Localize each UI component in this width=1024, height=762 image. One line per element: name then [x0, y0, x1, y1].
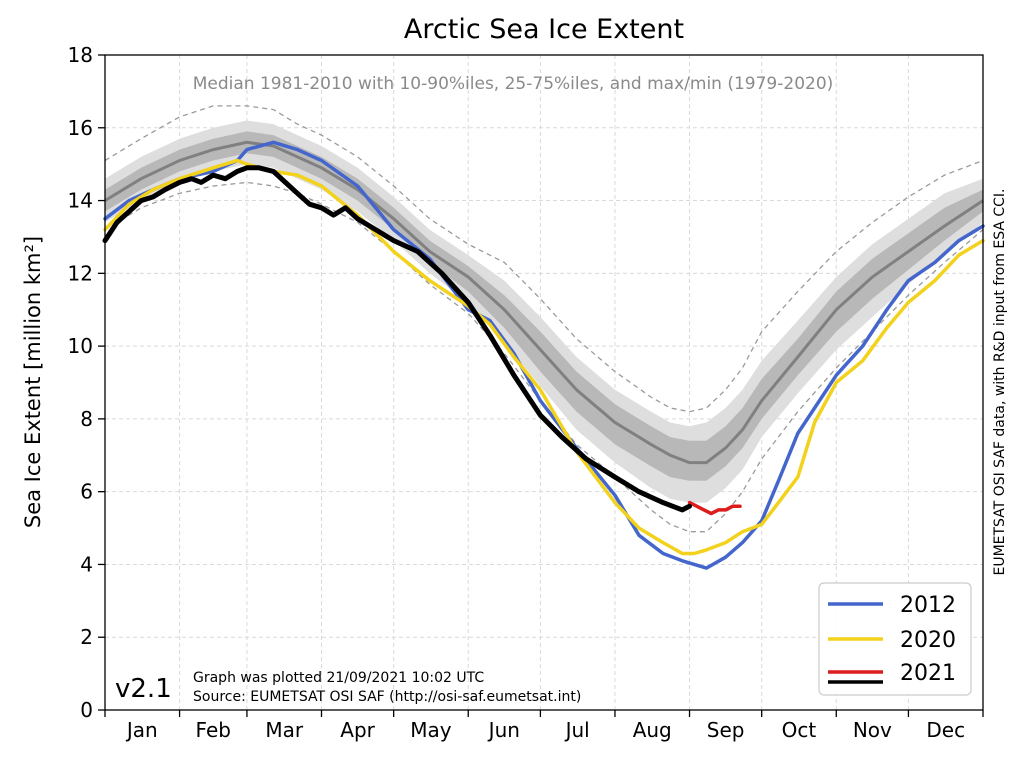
band-25-75	[105, 131, 983, 481]
y-tick-label: 6	[80, 480, 93, 504]
x-tick-label: Nov	[853, 718, 892, 742]
legend-box	[818, 582, 972, 696]
side-credit: EUMETSAT OSI SAF data, with R&D input fr…	[992, 188, 1008, 575]
y-tick-label: 12	[68, 261, 93, 285]
y-tick-label: 16	[68, 116, 93, 140]
legend-label: 2021	[900, 661, 956, 686]
y-tick-label: 2	[80, 625, 93, 649]
x-tick-label: Jun	[487, 718, 520, 742]
legend: 2012 2020 2021	[818, 582, 972, 696]
series-line-2021	[687, 500, 742, 516]
x-tick-label: Feb	[196, 718, 231, 742]
series-line-2021	[102, 165, 692, 513]
max-line	[104, 105, 984, 413]
data-source: Source: EUMETSAT OSI SAF (http://osi-saf…	[193, 689, 581, 705]
legend-label: 2012	[900, 593, 956, 618]
y-tick-label: 0	[80, 698, 93, 722]
chart-title: Arctic Sea Ice Extent	[404, 14, 684, 45]
x-tick-label: Apr	[340, 718, 375, 742]
x-tick-label: Mar	[265, 718, 304, 742]
x-tick-label: Sep	[707, 718, 745, 742]
data-series	[102, 140, 985, 570]
x-tick-label: Jul	[564, 718, 590, 742]
series-line-2020	[103, 158, 985, 556]
y-tick-label: 14	[68, 189, 93, 213]
plot-timestamp: Graph was plotted 21/09/2021 10:02 UTC	[193, 670, 484, 686]
legend-label: 2020	[900, 628, 956, 653]
y-axis-label: Sea Ice Extent [million km²]	[21, 236, 45, 528]
chart-subtitle: Median 1981-2010 with 10-90%iles, 25-75%…	[193, 74, 834, 94]
plot-frame	[104, 54, 984, 711]
x-tick-label: Oct	[782, 718, 817, 742]
y-tick-label: 18	[68, 43, 93, 67]
x-tick-label: Jan	[125, 718, 158, 742]
axes: 0 2 4 6 8 10 12 14 16 18 Jan Feb Mar Apr May Jun Jul Aug S…	[68, 43, 984, 742]
x-tick-label: Dec	[926, 718, 965, 742]
version-label: v2.1	[115, 674, 172, 704]
x-tick-label: Aug	[633, 718, 672, 742]
x-tick-label: May	[410, 718, 452, 742]
series-line-2012	[103, 140, 985, 570]
y-tick-label: 4	[80, 552, 93, 576]
y-tick-label: 10	[68, 334, 93, 358]
y-tick-label: 8	[80, 407, 93, 431]
